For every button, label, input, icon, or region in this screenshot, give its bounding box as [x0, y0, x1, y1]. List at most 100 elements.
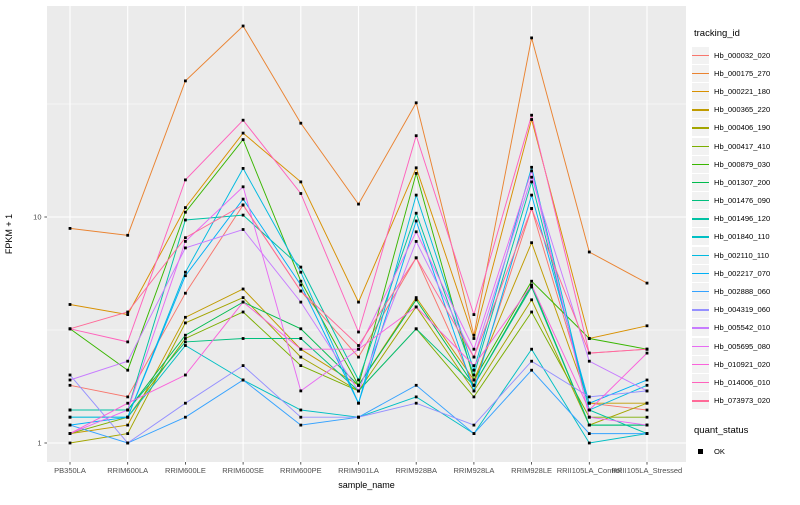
data-point	[184, 246, 187, 250]
x-axis-title: sample_name	[338, 480, 395, 490]
legend-item-Hb_000221_180: Hb_000221_180	[692, 82, 798, 100]
data-point	[126, 415, 130, 419]
series-color-key-icon	[692, 155, 709, 173]
data-point	[299, 283, 303, 287]
series-color-key-icon	[692, 82, 709, 100]
data-point	[241, 24, 245, 28]
legend-item-Hb_000365_220: Hb_000365_220	[692, 101, 798, 119]
data-point	[357, 401, 360, 405]
data-point	[241, 364, 245, 367]
data-point	[68, 415, 72, 419]
series-color-key-icon	[692, 264, 709, 282]
legend-item-Hb_002110_110: Hb_002110_110	[692, 246, 798, 264]
data-point	[414, 101, 418, 105]
tick-labels: 1 10 PB350LA RRIM600LA RRIM600LE RRIM600SE RRI…	[33, 213, 682, 475]
data-point	[587, 337, 591, 340]
legend-item-Hb_000032_020: Hb_000032_020	[692, 46, 798, 64]
quant-status-legend: quant_status OK	[692, 425, 798, 461]
data-point	[68, 432, 72, 435]
legend-item-label: Hb_000032_020	[714, 50, 771, 60]
data-point	[530, 279, 533, 283]
data-point	[472, 333, 476, 337]
data-point	[299, 180, 303, 184]
data-point	[414, 193, 418, 197]
legend-item-label: Hb_001307_200	[714, 177, 771, 187]
data-point	[126, 310, 130, 314]
data-point	[299, 327, 303, 331]
data-point	[126, 408, 130, 412]
data-point	[184, 291, 187, 295]
data-point	[68, 383, 72, 387]
series-color-key-icon	[692, 119, 709, 137]
data-point	[357, 344, 360, 347]
data-point	[184, 315, 187, 319]
data-point	[414, 240, 418, 243]
data-point	[587, 250, 591, 254]
data-point	[184, 333, 187, 337]
data-point	[414, 230, 418, 234]
x-tick-label: RRIM600LA	[107, 466, 148, 475]
data-point	[530, 298, 533, 302]
data-point	[241, 118, 245, 122]
legend-item-Hb_001476_090: Hb_001476_090	[692, 192, 798, 210]
data-point	[299, 289, 303, 293]
x-tick-label: RRIM600SE	[222, 466, 264, 475]
data-point	[184, 337, 187, 340]
legend-panel: tracking_id Hb_000032_020 Hb_000175_270 Hb…	[692, 28, 798, 461]
data-point	[414, 327, 418, 331]
data-point	[241, 131, 245, 135]
legend-item-Hb_001496_120: Hb_001496_120	[692, 210, 798, 228]
data-point	[472, 313, 476, 316]
data-point	[299, 364, 303, 367]
plot-canvas: 1 10 PB350LA RRIM600LA RRIM600LE RRIM600SE RRI…	[4, 6, 686, 490]
legend-item-Hb_001840_110: Hb_001840_110	[692, 228, 798, 246]
legend-item-Hb_014006_010: Hb_014006_010	[692, 373, 798, 391]
data-point	[645, 408, 649, 412]
data-point	[645, 383, 649, 387]
legend-item-label: Hb_000406_190	[714, 123, 771, 133]
data-point	[472, 378, 476, 382]
data-point	[414, 256, 418, 260]
data-point	[587, 432, 591, 435]
black-square-marker-icon	[692, 443, 709, 460]
legend-item-Hb_000879_030: Hb_000879_030	[692, 155, 798, 173]
data-point	[414, 383, 418, 387]
fpkm-line-chart: 1 10 PB350LA RRIM600LA RRIM600LE RRIM600SE RRI…	[4, 6, 686, 490]
data-point	[530, 347, 533, 351]
x-tick-label: RRII105LA_Control	[557, 466, 622, 475]
data-point	[184, 210, 187, 214]
data-point	[587, 408, 591, 412]
data-point	[472, 389, 476, 393]
data-point	[184, 270, 187, 274]
data-point	[587, 401, 591, 405]
data-point	[241, 203, 245, 207]
data-point	[472, 395, 476, 399]
data-point	[299, 121, 303, 125]
data-point	[241, 337, 245, 340]
legend-item-Hb_001307_200: Hb_001307_200	[692, 173, 798, 191]
x-tick-label: RRIM928BA	[395, 466, 437, 475]
data-point	[530, 285, 533, 289]
data-point	[299, 300, 303, 304]
data-point	[472, 347, 476, 351]
legend-item-label: Hb_000365_220	[714, 105, 771, 115]
data-point	[241, 287, 245, 291]
legend-item-Hb_000406_190: Hb_000406_190	[692, 119, 798, 137]
legend-item-Hb_000175_270: Hb_000175_270	[692, 64, 798, 82]
data-point	[299, 355, 303, 359]
data-point	[530, 165, 533, 169]
data-point	[126, 359, 130, 363]
y-tick-label: 1	[37, 439, 41, 448]
legend-item-Hb_002888_060: Hb_002888_060	[692, 282, 798, 301]
data-point	[472, 383, 476, 387]
x-tick-label: RRIM928LE	[511, 466, 552, 475]
y-tick-label: 10	[33, 213, 41, 222]
data-point	[414, 172, 418, 175]
data-point	[299, 279, 303, 283]
data-point	[414, 401, 418, 405]
data-point	[184, 401, 187, 405]
data-point	[472, 368, 476, 372]
data-point	[530, 368, 533, 372]
data-point	[530, 207, 533, 210]
data-point	[241, 378, 245, 382]
